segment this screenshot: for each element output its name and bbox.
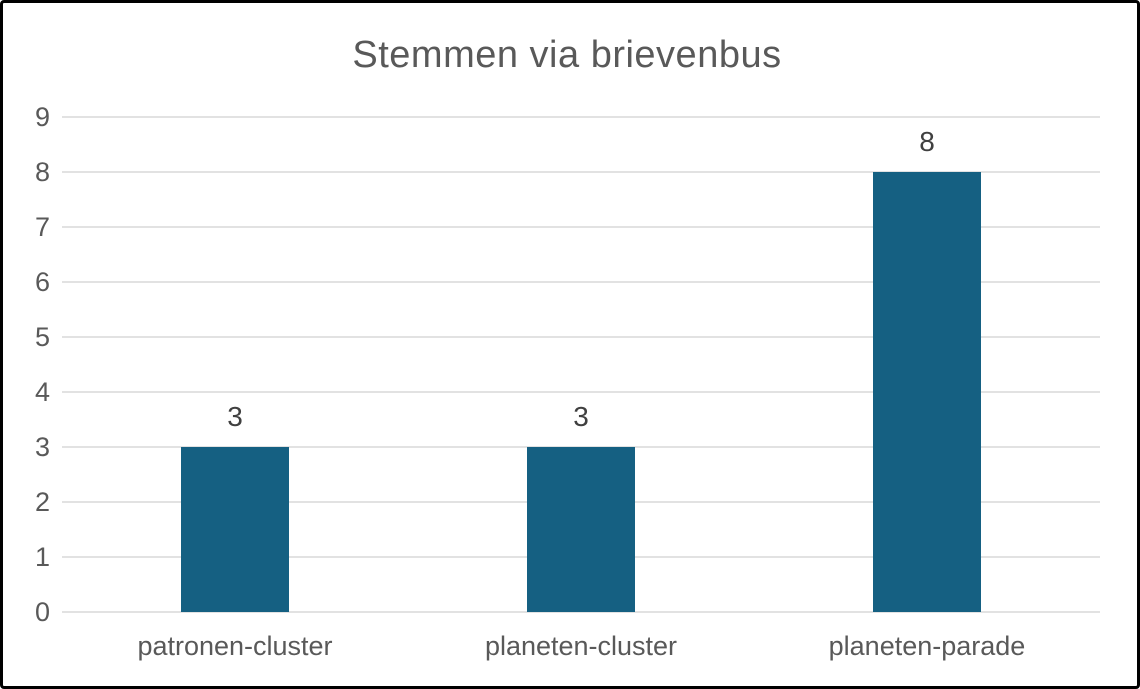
gridline-y-7 <box>62 226 1100 228</box>
y-axis-tick-label: 2 <box>34 487 50 517</box>
bar-planeten-parade <box>873 172 981 612</box>
bar-value-label: 3 <box>227 401 243 432</box>
x-axis-category-label: planeten-parade <box>828 631 1026 661</box>
x-axis-category-label: planeten-cluster <box>484 631 678 661</box>
x-axis-category-label: patronen-cluster <box>137 631 333 661</box>
gridline-y-9 <box>62 116 1100 118</box>
y-axis-tick-label: 4 <box>34 377 50 407</box>
gridline-y-5 <box>62 336 1100 338</box>
y-axis-tick-label: 0 <box>34 597 50 627</box>
gridline-y-4 <box>62 391 1100 393</box>
gridline-y-6 <box>62 281 1100 283</box>
bar-value-label: 3 <box>573 401 589 432</box>
chart-title: Stemmen via brievenbus <box>352 34 782 76</box>
y-axis-tick-label: 9 <box>34 102 50 132</box>
bar-value-label: 8 <box>919 126 935 157</box>
y-axis-tick-label: 7 <box>34 212 50 242</box>
y-axis-tick-label: 8 <box>34 157 50 187</box>
y-axis-tick-label: 3 <box>34 432 50 462</box>
y-axis-tick-label: 6 <box>34 267 50 297</box>
bar-patronen-cluster <box>181 447 289 612</box>
y-axis-tick-label: 1 <box>34 542 50 572</box>
plot-area: 0 1 2 3 4 5 6 7 8 9 3 patronen-cluster 3 planeten-clu… <box>35 102 1100 661</box>
bar-planeten-cluster <box>527 447 635 612</box>
gridline-y-8 <box>62 171 1100 173</box>
y-axis-tick-label: 5 <box>34 322 50 352</box>
gridline-y-0 <box>62 611 1100 613</box>
